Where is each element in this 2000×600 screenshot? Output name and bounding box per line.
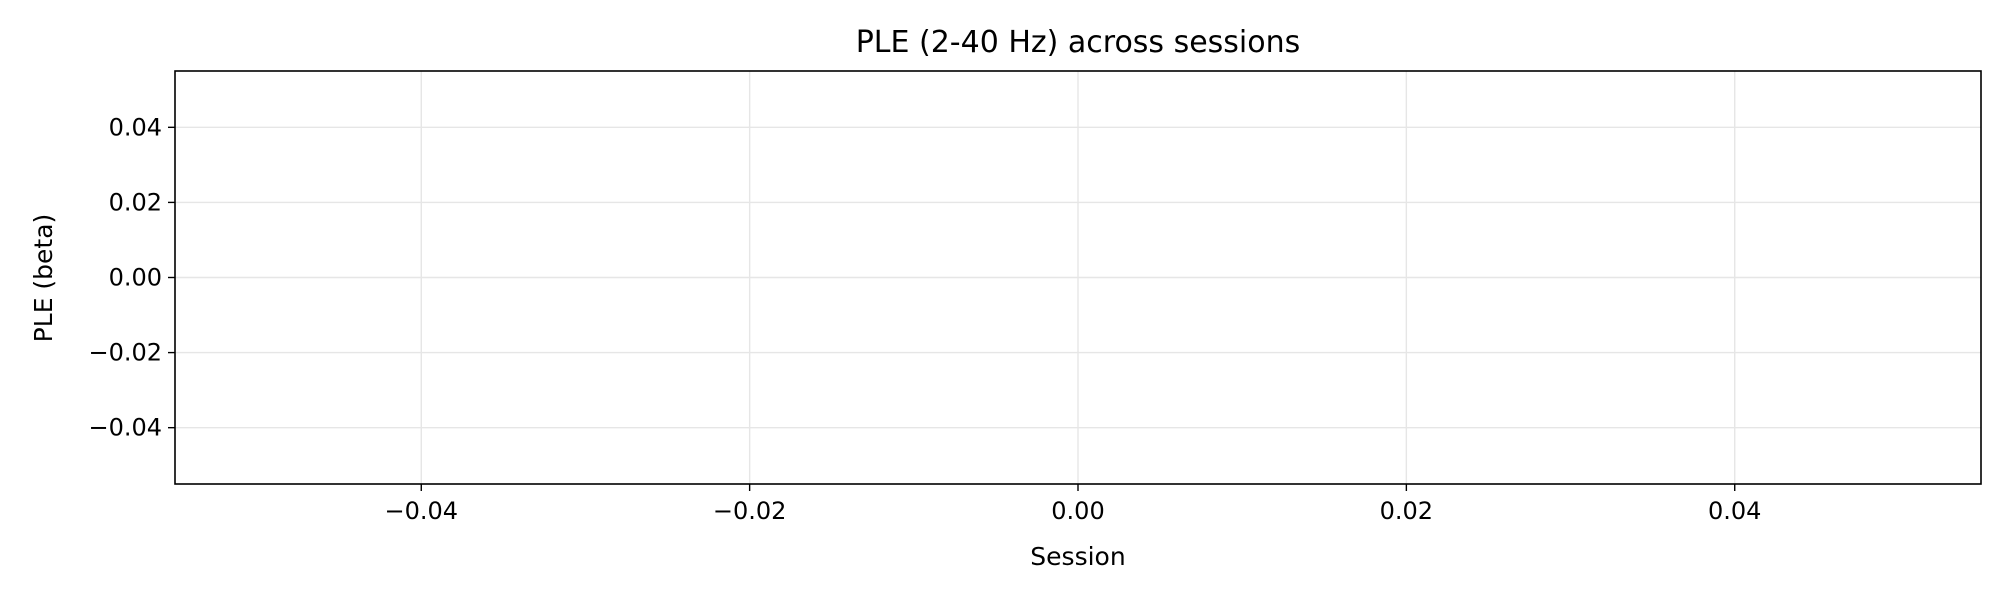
y-tick-label: 0.04 (109, 113, 162, 141)
y-tick-label: 0.00 (109, 264, 162, 292)
y-tick-label: 0.02 (109, 188, 162, 216)
x-ticks: −0.04 −0.02 0.00 0.02 0.04 (384, 484, 1761, 525)
y-axis-label: PLE (beta) (29, 214, 58, 343)
x-tick-label: 0.02 (1380, 497, 1433, 525)
y-tick-label: −0.04 (88, 414, 162, 442)
chart-title: PLE (2-40 Hz) across sessions (856, 25, 1301, 60)
x-tick-label: 0.00 (1051, 497, 1104, 525)
y-ticks: −0.04 −0.02 0.00 0.02 0.04 (88, 113, 175, 442)
x-tick-label: 0.04 (1708, 497, 1761, 525)
x-tick-label: −0.02 (713, 497, 787, 525)
grid-layer (175, 71, 1981, 484)
x-axis-label: Session (1030, 542, 1125, 571)
x-tick-label: −0.04 (384, 497, 458, 525)
y-tick-label: −0.02 (88, 339, 162, 367)
